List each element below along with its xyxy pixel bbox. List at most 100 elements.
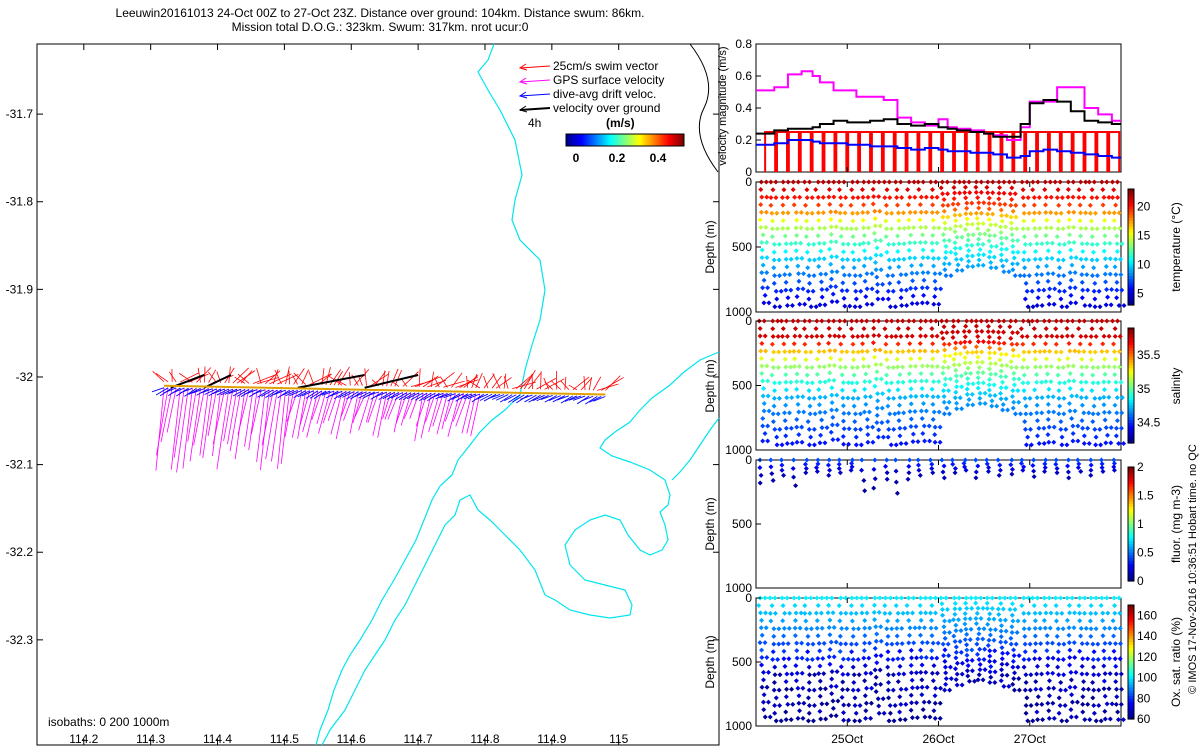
temperature-point: [896, 264, 902, 270]
colorbar-swatch: [579, 134, 583, 146]
temperature-point: [940, 191, 946, 197]
temperature-point: [958, 223, 964, 229]
salinity-point: [1113, 356, 1119, 362]
salinity-colorbar-swatch: [1128, 422, 1134, 427]
temperature-point: [834, 299, 840, 305]
colorbar-swatch: [569, 134, 573, 146]
oxygen-point: [1050, 655, 1056, 661]
oxygen-colorbar-swatch: [1128, 610, 1134, 615]
salinity-point: [1058, 318, 1064, 324]
oxygen-point: [1061, 641, 1067, 647]
salinity-point: [803, 357, 809, 363]
temperature-point: [795, 179, 801, 185]
temperature-point: [954, 267, 960, 273]
temperature-point: [1090, 249, 1096, 255]
salinity-point: [1092, 395, 1098, 401]
oxygen-point: [985, 621, 991, 627]
oxygen-point: [1110, 618, 1116, 624]
temperature-point: [1037, 256, 1043, 262]
oxygen-point: [764, 684, 770, 690]
oxygen-point: [816, 671, 822, 677]
oxygen-point: [871, 609, 877, 615]
oxygen-point: [793, 618, 799, 624]
oxygen-point: [1107, 625, 1113, 631]
temperature-point: [996, 179, 1002, 185]
oxygen-point: [976, 656, 982, 662]
fluorescence-point: [802, 461, 808, 467]
oxygen-point: [1022, 633, 1028, 639]
oxygen-point: [941, 653, 947, 659]
colorbar-swatch: [615, 134, 618, 146]
fluorescence-point: [997, 462, 1003, 468]
salinity-point: [865, 439, 871, 445]
salinity-point: [778, 318, 784, 324]
oxygen-colorbar-tick-label: 160: [1137, 608, 1157, 622]
salinity-point: [919, 378, 925, 384]
salinity-point: [1037, 349, 1043, 355]
swim-vector: [592, 376, 602, 391]
salinity-point: [1043, 379, 1049, 385]
salinity-point: [1010, 347, 1016, 353]
temperature-point: [1089, 226, 1095, 232]
fluorescence-point: [1042, 469, 1048, 475]
temperature-point: [861, 240, 867, 246]
temperature-point: [883, 226, 889, 232]
temperature-point: [804, 218, 810, 224]
oxygen-point: [797, 708, 803, 714]
salinity-point: [931, 379, 937, 385]
oxygen-point: [942, 658, 948, 664]
temperature-point: [986, 254, 992, 260]
temperature-point: [885, 273, 891, 279]
temperature-point: [997, 201, 1003, 207]
temperature-point: [872, 223, 878, 229]
salinity-point: [965, 402, 971, 408]
salinity-point: [917, 355, 923, 361]
oxygen-point: [962, 616, 968, 622]
swim-vector: [308, 371, 315, 385]
temperature-point: [780, 225, 786, 231]
fluorescence-point: [893, 457, 899, 463]
salinity-point: [998, 351, 1004, 357]
oxygen-point: [923, 655, 929, 661]
temperature-point: [1092, 280, 1098, 286]
temperature-point: [817, 225, 823, 231]
salinity-point: [1101, 394, 1107, 400]
temperature-point: [1020, 195, 1026, 201]
temperature-point: [1076, 187, 1082, 193]
coastline-isobath-4: [321, 494, 546, 746]
oxygen-point: [881, 710, 887, 716]
salinity-point: [839, 372, 845, 378]
oxygen-point: [987, 627, 993, 633]
fluorescence-point: [1099, 465, 1105, 471]
salinity-point: [957, 351, 963, 357]
temperature-point: [787, 272, 793, 278]
oxygen-point: [974, 610, 980, 616]
temperature-point: [806, 296, 812, 302]
oxygen-point: [851, 672, 857, 678]
salinity-point: [898, 333, 904, 339]
salinity-point: [908, 401, 914, 407]
gps-vector: [297, 390, 307, 439]
salinity-point: [992, 350, 998, 356]
salinity-point: [987, 377, 993, 383]
oxygen-point: [852, 695, 858, 701]
temperature-point: [932, 278, 938, 284]
oxygen-point: [1056, 710, 1062, 716]
temperature-colorbar-tick-label: 5: [1137, 286, 1144, 300]
temperature-point: [998, 224, 1004, 230]
salinity-point: [929, 348, 935, 354]
colorbar-swatch: [625, 134, 628, 146]
temperature-point: [985, 179, 991, 185]
swim-vector: [237, 373, 250, 384]
oxygen-point: [941, 624, 947, 630]
swim-vector: [516, 373, 534, 390]
salinity-point: [863, 401, 869, 407]
salinity-point: [757, 325, 763, 331]
drift-vector: [487, 393, 501, 399]
fluorescence-colorbar-tick-label: 1: [1137, 517, 1144, 531]
temperature-point: [815, 194, 821, 200]
oxygen-point: [992, 648, 998, 654]
oxygen-colorbar-swatch: [1128, 642, 1134, 646]
oxygen-point: [999, 667, 1005, 673]
